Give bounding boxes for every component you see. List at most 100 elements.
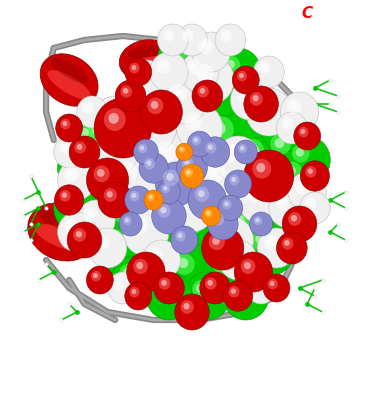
Circle shape	[280, 92, 319, 132]
Circle shape	[261, 176, 272, 188]
Circle shape	[67, 170, 74, 177]
Circle shape	[296, 148, 304, 157]
Circle shape	[194, 138, 198, 142]
Circle shape	[92, 128, 138, 176]
Circle shape	[287, 99, 301, 114]
Circle shape	[157, 204, 170, 218]
Circle shape	[213, 214, 224, 226]
Circle shape	[259, 62, 270, 74]
Circle shape	[257, 163, 265, 172]
Circle shape	[300, 129, 305, 134]
Circle shape	[282, 238, 293, 250]
Circle shape	[273, 152, 326, 208]
Circle shape	[288, 172, 326, 212]
Circle shape	[215, 196, 284, 268]
Circle shape	[237, 87, 252, 102]
Circle shape	[84, 104, 90, 110]
Circle shape	[253, 96, 271, 114]
Circle shape	[213, 174, 242, 204]
Circle shape	[298, 182, 305, 189]
Circle shape	[284, 240, 290, 246]
Circle shape	[177, 104, 223, 152]
Circle shape	[174, 254, 195, 275]
Circle shape	[169, 184, 215, 232]
Circle shape	[192, 136, 201, 145]
Circle shape	[104, 188, 117, 202]
Circle shape	[142, 88, 204, 152]
Circle shape	[223, 32, 228, 38]
Circle shape	[65, 196, 74, 205]
Circle shape	[227, 148, 235, 157]
Circle shape	[300, 192, 330, 224]
FancyArrow shape	[145, 202, 195, 224]
Circle shape	[251, 278, 263, 290]
Circle shape	[196, 96, 207, 108]
Circle shape	[149, 247, 163, 262]
Circle shape	[202, 226, 244, 270]
Circle shape	[60, 119, 71, 129]
Circle shape	[295, 179, 309, 194]
Circle shape	[131, 65, 136, 70]
Circle shape	[84, 196, 131, 244]
Circle shape	[106, 191, 113, 198]
Circle shape	[192, 80, 223, 112]
Circle shape	[133, 67, 148, 82]
FancyArrow shape	[142, 189, 205, 238]
Circle shape	[267, 238, 274, 245]
Circle shape	[134, 139, 158, 165]
Circle shape	[171, 46, 180, 56]
Circle shape	[215, 136, 261, 184]
Circle shape	[308, 168, 313, 174]
Circle shape	[146, 160, 152, 166]
Circle shape	[241, 139, 264, 163]
Circle shape	[207, 280, 213, 286]
Circle shape	[204, 244, 257, 300]
Circle shape	[275, 138, 284, 148]
Ellipse shape	[38, 209, 84, 232]
Circle shape	[74, 142, 86, 154]
Circle shape	[125, 186, 152, 214]
Circle shape	[151, 101, 158, 109]
Circle shape	[60, 190, 71, 202]
Text: C: C	[301, 6, 313, 21]
Circle shape	[100, 136, 118, 154]
Circle shape	[200, 88, 205, 94]
Circle shape	[139, 128, 165, 156]
Circle shape	[134, 140, 234, 244]
Circle shape	[100, 104, 118, 122]
Circle shape	[144, 134, 156, 147]
Circle shape	[205, 70, 225, 91]
Circle shape	[282, 206, 317, 242]
Circle shape	[138, 232, 149, 244]
Circle shape	[147, 193, 154, 201]
Circle shape	[159, 62, 166, 69]
Circle shape	[269, 112, 286, 130]
Circle shape	[305, 166, 316, 178]
Circle shape	[138, 144, 147, 153]
Circle shape	[261, 64, 266, 70]
Circle shape	[55, 185, 84, 215]
Circle shape	[234, 140, 257, 164]
Circle shape	[253, 216, 262, 225]
Circle shape	[207, 208, 238, 240]
Circle shape	[161, 207, 167, 214]
Circle shape	[190, 62, 197, 69]
Circle shape	[115, 280, 121, 286]
Circle shape	[95, 235, 109, 250]
Circle shape	[161, 280, 167, 286]
Circle shape	[67, 222, 74, 229]
Circle shape	[56, 114, 83, 142]
Circle shape	[195, 187, 209, 202]
Circle shape	[131, 104, 177, 152]
Circle shape	[121, 86, 132, 98]
Circle shape	[186, 170, 190, 174]
Circle shape	[123, 216, 184, 280]
Circle shape	[213, 254, 233, 275]
Circle shape	[253, 192, 300, 240]
Circle shape	[284, 120, 290, 126]
Circle shape	[305, 198, 316, 210]
Circle shape	[219, 240, 257, 280]
Circle shape	[286, 166, 296, 176]
Circle shape	[263, 274, 290, 302]
Circle shape	[123, 208, 169, 256]
